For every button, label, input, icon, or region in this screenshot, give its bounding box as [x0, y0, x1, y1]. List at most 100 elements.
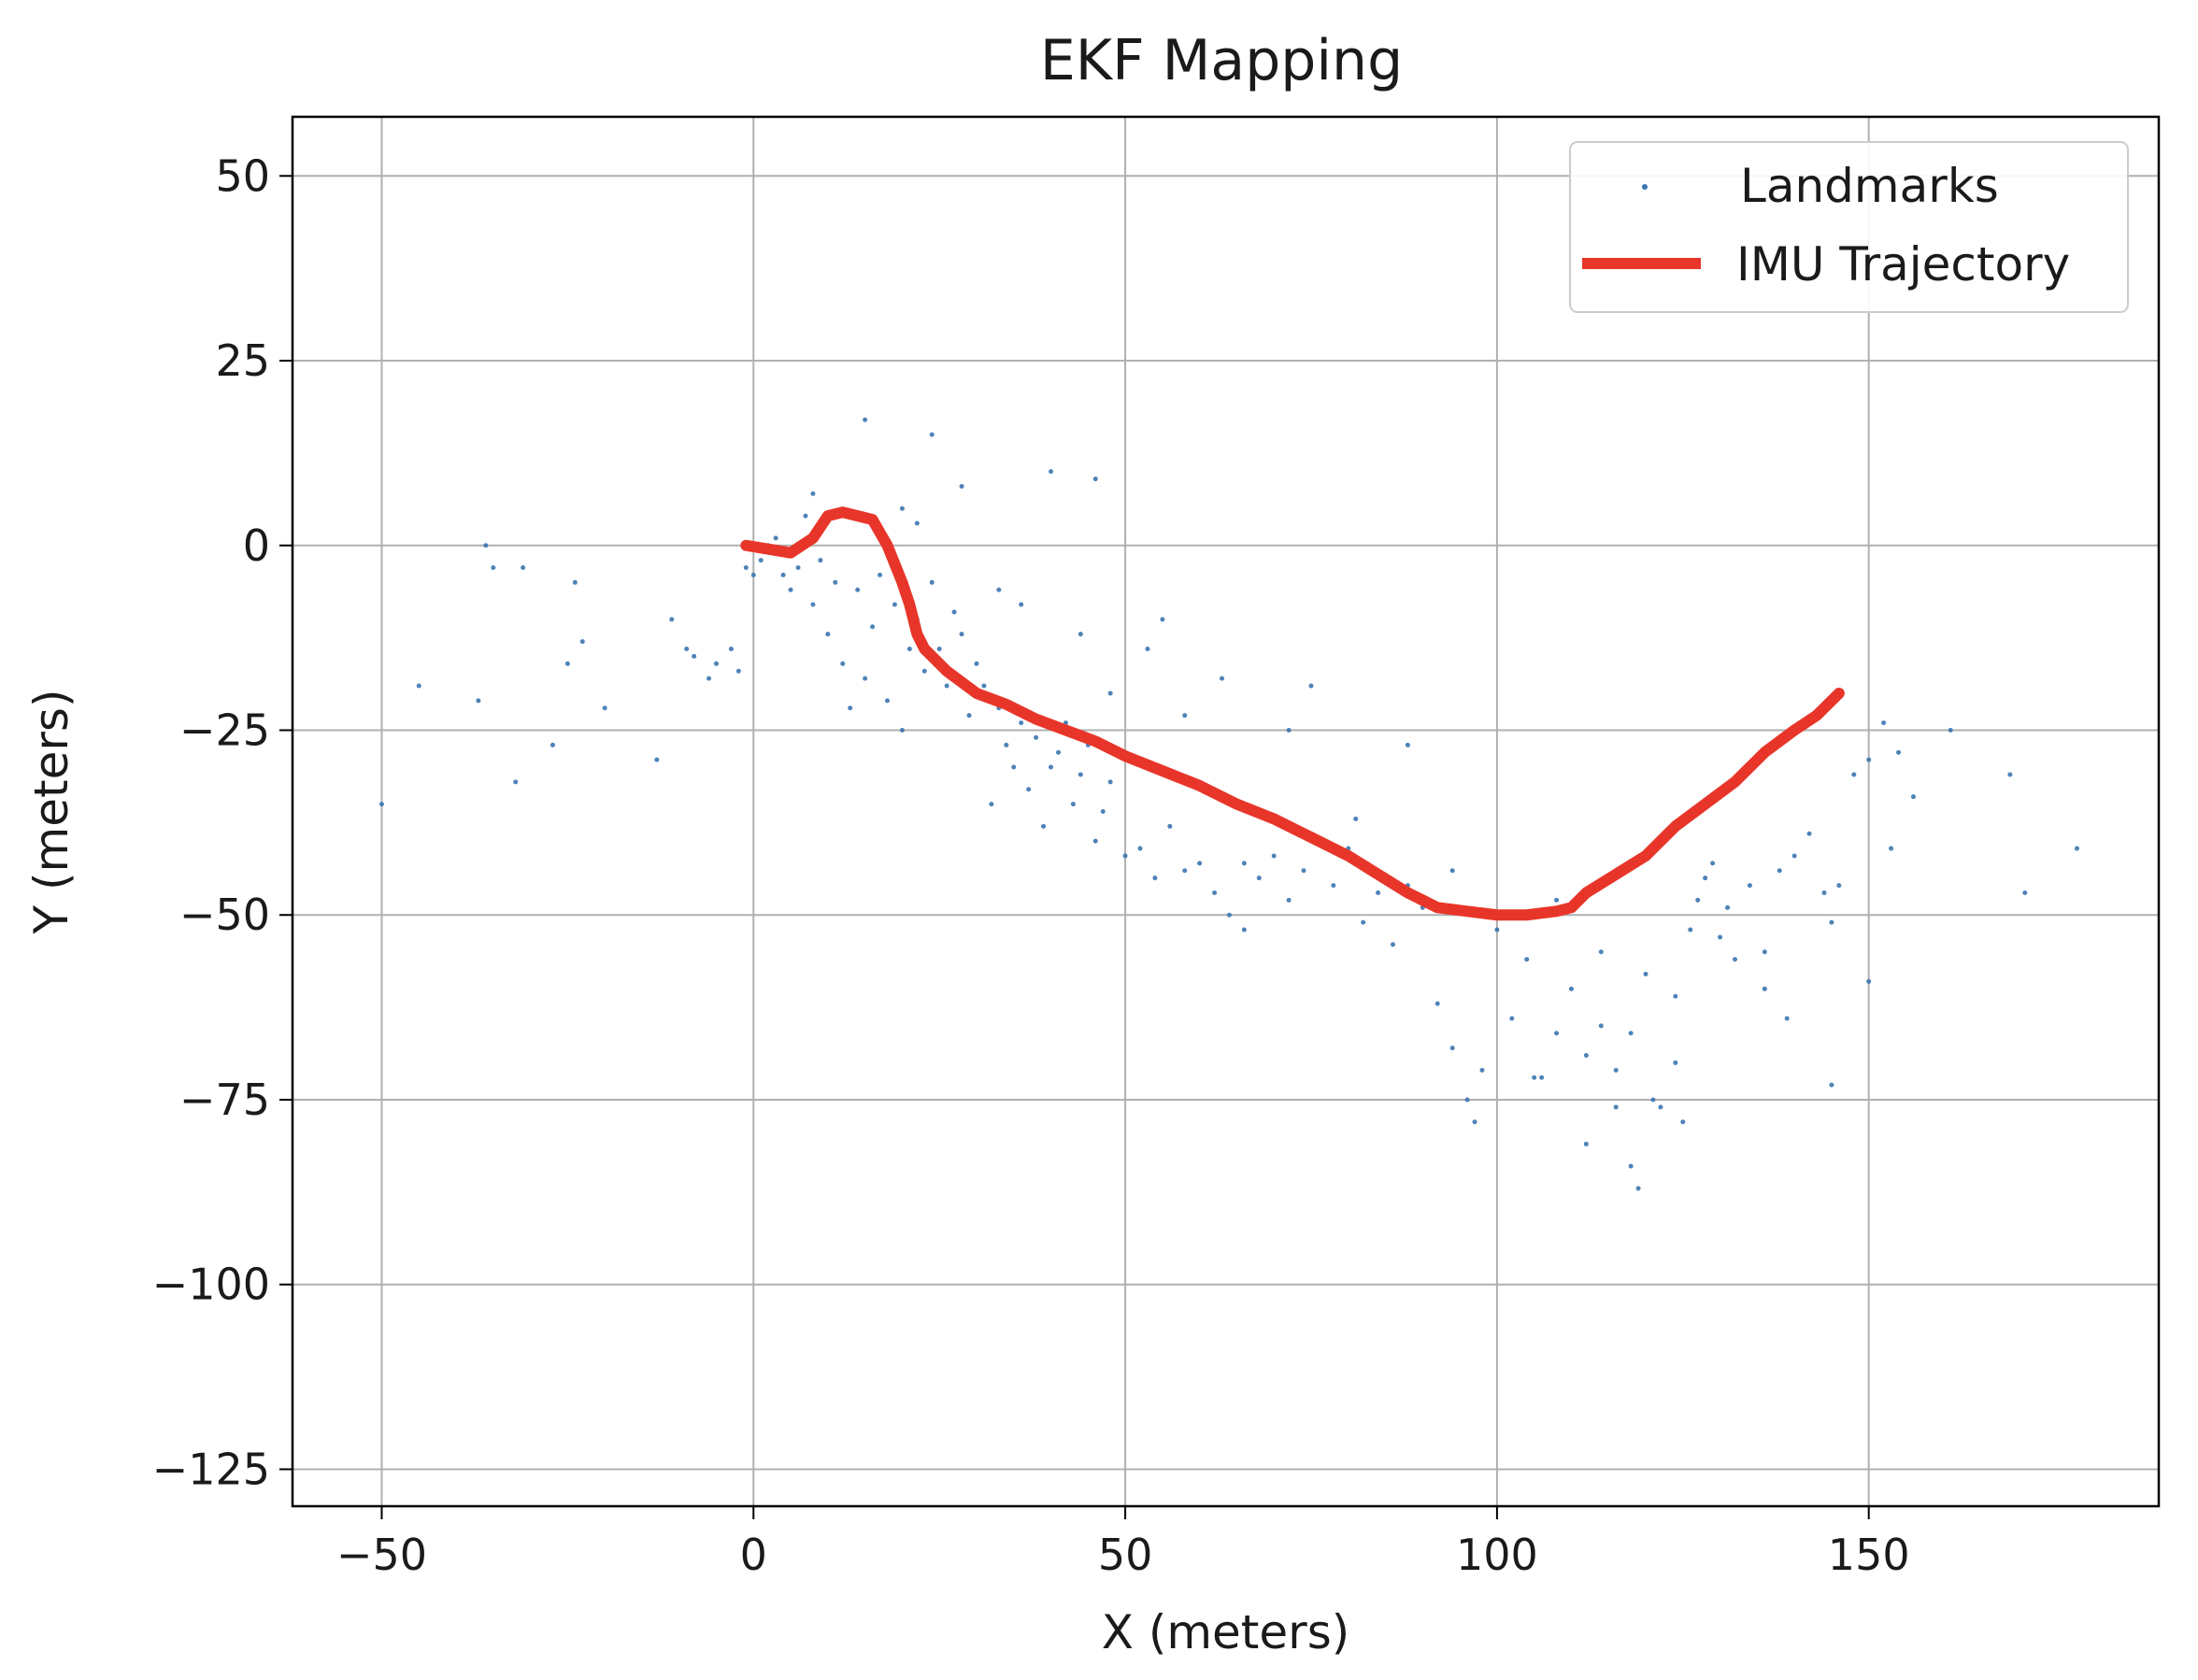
landmark-point — [1122, 853, 1128, 859]
landmark-point — [1718, 934, 1723, 940]
landmark-point — [899, 727, 905, 733]
landmark-point — [1688, 927, 1693, 933]
landmark-point — [966, 713, 972, 719]
landmark-point — [1167, 823, 1173, 829]
landmark-point — [654, 757, 660, 762]
landmark-point — [870, 624, 876, 630]
landmark-point — [906, 646, 912, 651]
landmark-point — [1725, 904, 1731, 910]
landmark-point — [878, 572, 883, 577]
imu-trajectory-line — [740, 506, 1845, 921]
landmark-point — [1160, 617, 1165, 622]
landmarks-scatter — [378, 417, 2079, 1191]
landmark-point — [1034, 734, 1039, 740]
landmark-point — [1598, 949, 1604, 955]
landmark-point — [1331, 883, 1336, 889]
landmark-point — [1182, 713, 1188, 719]
landmark-point — [2074, 846, 2079, 851]
y-tick-label: −125 — [152, 1444, 270, 1494]
landmark-point — [1777, 868, 1782, 874]
y-tick-label: −100 — [152, 1260, 270, 1310]
landmark-point — [929, 579, 935, 585]
landmark-point — [974, 661, 979, 666]
landmark-point — [1710, 861, 1716, 866]
landmark-point — [1055, 749, 1061, 755]
landmark-point — [1241, 927, 1247, 933]
landmark-point — [1011, 764, 1017, 770]
landmark-point — [1472, 1119, 1477, 1125]
landmark-point — [1049, 764, 1054, 770]
landmark-point — [378, 802, 384, 807]
landmark-point — [1732, 957, 1737, 962]
landmark-point — [692, 653, 697, 659]
landmark-point — [1220, 676, 1225, 681]
landmark-point — [1494, 927, 1500, 933]
landmark-point — [572, 579, 578, 585]
landmark-point — [788, 587, 793, 592]
landmark-point — [1695, 897, 1701, 903]
landmark-point — [1583, 1141, 1589, 1146]
landmark-point — [892, 602, 897, 607]
landmark-point — [1881, 720, 1887, 726]
landmark-point — [1405, 742, 1410, 747]
landmark-point — [1197, 861, 1203, 866]
landmark-point — [1241, 861, 1247, 866]
landmark-point — [521, 564, 526, 570]
landmark-point — [1353, 816, 1359, 821]
landmark-point — [1680, 1119, 1686, 1125]
landmark-point — [1554, 1031, 1560, 1036]
landmark-point — [981, 683, 987, 689]
landmark-point — [1286, 727, 1292, 733]
landmark-point — [921, 668, 927, 674]
landmark-point — [1821, 890, 1827, 896]
landmark-point — [416, 683, 421, 689]
x-axis-label: X (meters) — [1102, 1605, 1350, 1659]
landmark-point — [1107, 691, 1113, 696]
landmark-point — [1791, 853, 1797, 859]
landmark-point — [602, 705, 607, 711]
landmark-point — [1948, 727, 1953, 733]
landmark-point — [1145, 646, 1150, 651]
landmark-point — [1532, 1075, 1537, 1080]
landmark-point — [1301, 868, 1306, 874]
landmark-point — [669, 617, 675, 622]
landmark-point — [1509, 1016, 1515, 1021]
landmark-point — [483, 543, 489, 548]
legend: Landmarks IMU Trajectory — [1569, 141, 2129, 313]
landmark-point — [1391, 942, 1396, 947]
y-tick-label: 0 — [243, 520, 270, 571]
plot-frame — [291, 115, 2161, 1508]
landmark-point — [780, 572, 786, 577]
landmark-point — [1650, 1097, 1656, 1103]
landmark-point — [848, 705, 853, 711]
landmark-point — [1658, 1104, 1663, 1110]
legend-landmarks-marker — [1642, 184, 1648, 190]
landmark-point — [684, 646, 690, 651]
y-axis-label: Y (meters) — [24, 690, 78, 935]
landmark-point — [863, 676, 868, 681]
landmark-point — [1673, 1060, 1678, 1065]
landmark-point — [1784, 1016, 1790, 1021]
landmark-point — [1613, 1104, 1619, 1110]
landmark-point — [476, 698, 481, 704]
landmark-point — [1070, 802, 1076, 807]
landmark-point — [1078, 632, 1083, 637]
landmark-point — [1554, 897, 1560, 903]
y-tick-label: −50 — [179, 890, 270, 940]
landmark-point — [803, 513, 808, 519]
landmark-point — [1889, 846, 1894, 851]
x-tick-label: 150 — [1828, 1530, 1910, 1580]
x-tick-label: 0 — [740, 1530, 767, 1580]
landmark-point — [1524, 957, 1530, 962]
landmark-point — [1806, 831, 1812, 836]
landmark-point — [818, 558, 823, 563]
landmark-point — [1308, 683, 1314, 689]
landmark-point — [743, 564, 749, 570]
landmark-point — [989, 802, 994, 807]
landmark-point — [714, 661, 720, 666]
landmark-point — [2022, 890, 2028, 896]
landmark-point — [491, 564, 496, 570]
landmark-point — [1583, 1053, 1589, 1059]
landmark-point — [1152, 876, 1158, 881]
landmark-point — [1568, 986, 1574, 991]
